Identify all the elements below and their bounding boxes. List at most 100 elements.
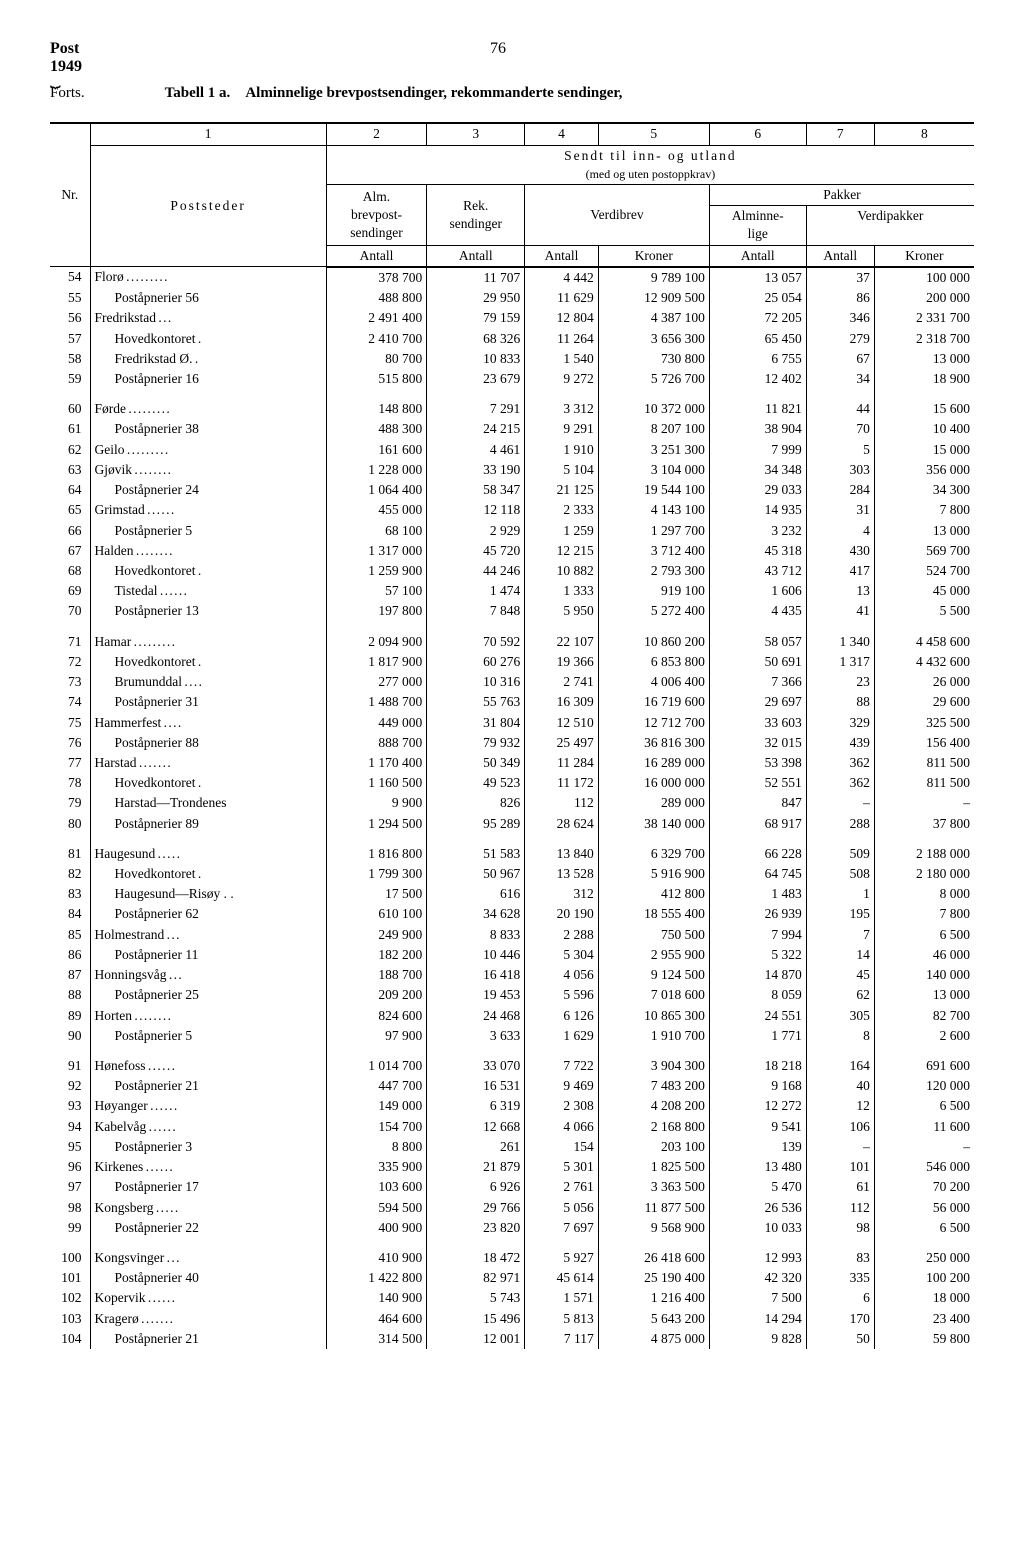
cell-c3: 2 929: [427, 521, 525, 541]
cell-c4: 21 125: [525, 480, 599, 500]
data-table: Nr. 1 2 3 4 5 6 7 8 Poststeder Sendt til…: [50, 122, 974, 1349]
cell-c2: 68 100: [326, 521, 426, 541]
cell-c3: 616: [427, 884, 525, 904]
cell-c5: 412 800: [598, 884, 709, 904]
cell-c2: 488 800: [326, 288, 426, 308]
cell-nr: 78: [50, 773, 90, 793]
cell-c2: 140 900: [326, 1288, 426, 1308]
cell-c6: 14 294: [709, 1309, 806, 1329]
cell-nr: 54: [50, 267, 90, 288]
table-row: 91Hønefoss . . . . . . 1 014 70033 0707 …: [50, 1056, 974, 1076]
cell-c5: 36 816 300: [598, 733, 709, 753]
subhead-antall-1: Antall: [326, 245, 426, 267]
cell-nr: 94: [50, 1117, 90, 1137]
cell-name: Poståpnerier 22: [90, 1218, 326, 1238]
cell-c6: 52 551: [709, 773, 806, 793]
cell-c5: 5 643 200: [598, 1309, 709, 1329]
cell-c4: 7 722: [525, 1056, 599, 1076]
cell-c8: 6 500: [874, 1218, 974, 1238]
cell-nr: 93: [50, 1096, 90, 1116]
cell-c4: 7 697: [525, 1218, 599, 1238]
cell-c8: 200 000: [874, 288, 974, 308]
cell-c3: 55 763: [427, 692, 525, 712]
cell-c7: 86: [806, 288, 874, 308]
cell-nr: 69: [50, 581, 90, 601]
cell-c4: 1 540: [525, 349, 599, 369]
cell-c8: 26 000: [874, 672, 974, 692]
cell-c4: 4 066: [525, 1117, 599, 1137]
cell-nr: 71: [50, 632, 90, 652]
cell-c7: 112: [806, 1198, 874, 1218]
cell-nr: 83: [50, 884, 90, 904]
cell-c6: 29 697: [709, 692, 806, 712]
cell-c7: 83: [806, 1248, 874, 1268]
cell-c5: 1 297 700: [598, 521, 709, 541]
cell-nr: 104: [50, 1329, 90, 1349]
subhead-antall-4: Antall: [709, 245, 806, 267]
cell-c7: 40: [806, 1076, 874, 1096]
cell-c4: 10 882: [525, 561, 599, 581]
cell-c7: 439: [806, 733, 874, 753]
cell-nr: 70: [50, 601, 90, 621]
cell-c7: 88: [806, 692, 874, 712]
table-row: 78Hovedkontoret . 1 160 50049 52311 1721…: [50, 773, 974, 793]
cell-c6: 7 500: [709, 1288, 806, 1308]
cell-c6: 24 551: [709, 1006, 806, 1026]
cell-c2: 464 600: [326, 1309, 426, 1329]
cell-name: Hovedkontoret .: [90, 561, 326, 581]
cell-c7: 45: [806, 965, 874, 985]
cell-c8: 10 400: [874, 419, 974, 439]
cell-c8: 15 600: [874, 399, 974, 419]
cell-c8: 546 000: [874, 1157, 974, 1177]
cell-c4: 6 126: [525, 1006, 599, 1026]
cell-c3: 10 446: [427, 945, 525, 965]
cell-name: Poståpnerier 40: [90, 1268, 326, 1288]
cell-name: Poståpnerier 24: [90, 480, 326, 500]
cell-nr: 89: [50, 1006, 90, 1026]
cell-c6: 7 999: [709, 440, 806, 460]
cell-c5: 3 104 000: [598, 460, 709, 480]
cell-c3: 24 215: [427, 419, 525, 439]
header-sendt: Sendt til inn- og utland (med og uten po…: [326, 145, 974, 184]
cell-name: Høyanger . . . . . .: [90, 1096, 326, 1116]
cell-c8: 45 000: [874, 581, 974, 601]
cell-c8: 56 000: [874, 1198, 974, 1218]
cell-c6: 5 322: [709, 945, 806, 965]
cell-c2: 182 200: [326, 945, 426, 965]
cell-c4: 45 614: [525, 1268, 599, 1288]
cell-c6: 139: [709, 1137, 806, 1157]
cell-c3: 16 531: [427, 1076, 525, 1096]
cell-c4: 1 259: [525, 521, 599, 541]
cell-c5: 750 500: [598, 925, 709, 945]
cell-c5: 4 006 400: [598, 672, 709, 692]
cell-c8: 23 400: [874, 1309, 974, 1329]
cell-c2: 1 488 700: [326, 692, 426, 712]
cell-c7: 98: [806, 1218, 874, 1238]
table-row: 77Harstad . . . . . . . 1 170 40050 3491…: [50, 753, 974, 773]
header-verdibrev: Verdibrev: [525, 185, 710, 246]
cell-c6: 26 939: [709, 904, 806, 924]
cell-c7: 195: [806, 904, 874, 924]
cell-name: Horten . . . . . . . .: [90, 1006, 326, 1026]
cell-c7: 34: [806, 369, 874, 389]
cell-c7: 1 317: [806, 652, 874, 672]
cell-name: Poståpnerier 11: [90, 945, 326, 965]
cell-c6: 6 755: [709, 349, 806, 369]
cell-c2: 410 900: [326, 1248, 426, 1268]
cell-c4: 12 804: [525, 308, 599, 328]
cell-c3: 11 707: [427, 267, 525, 288]
cell-c7: 5: [806, 440, 874, 460]
cell-c8: 18 900: [874, 369, 974, 389]
table-row: [50, 622, 974, 632]
cell-c3: 6 926: [427, 1177, 525, 1197]
table-row: [50, 1046, 974, 1056]
cell-c6: 32 015: [709, 733, 806, 753]
cell-c5: 9 568 900: [598, 1218, 709, 1238]
cell-c2: 8 800: [326, 1137, 426, 1157]
cell-c8: 15 000: [874, 440, 974, 460]
header-col4: 4: [525, 123, 599, 145]
cell-name: Kragerø . . . . . . .: [90, 1309, 326, 1329]
cell-c2: 2 094 900: [326, 632, 426, 652]
table-title: Tabell 1 a. Alminnelige brevpostsendinge…: [165, 85, 623, 102]
header-nr: Nr.: [50, 123, 90, 267]
